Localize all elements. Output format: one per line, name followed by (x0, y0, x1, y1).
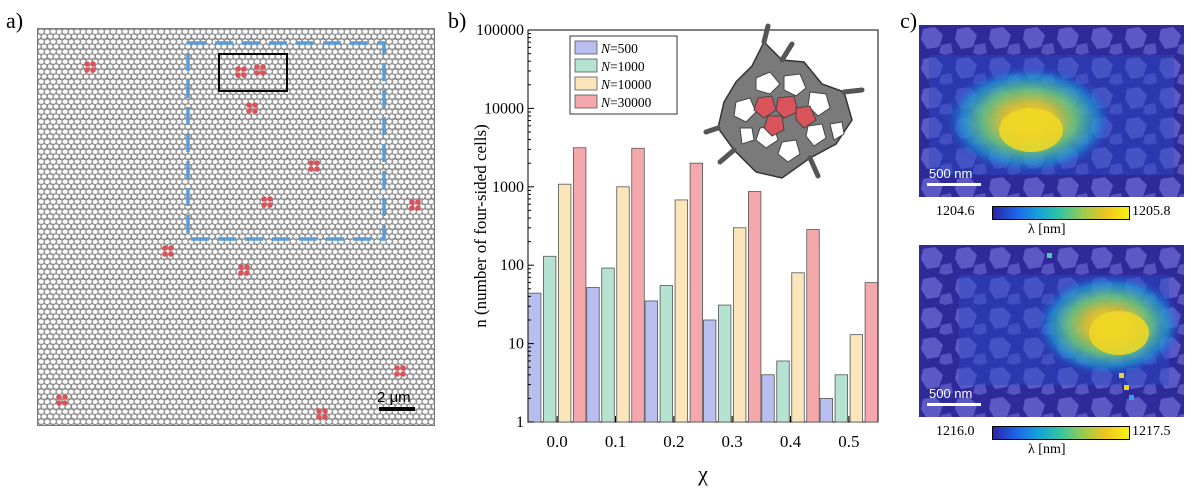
defect-cluster (254, 64, 266, 76)
bar-N-1000-0.5 (834, 374, 848, 423)
legend-swatch (574, 40, 598, 55)
mode-map-top: 500 nm (919, 25, 1184, 197)
y-tick-label: 1 (516, 414, 524, 431)
panel-label-a: a) (6, 8, 24, 33)
bar-chart-svg: 1 10 100 1000 10000 100000 0.0 0.1 0.2 0.3 0.4 0.5… (471, 22, 879, 486)
y-axis-label: n (number of four-sided cells) (471, 124, 490, 328)
x-axis-label: χ (697, 461, 708, 486)
bar-N-30000-0.1 (631, 147, 645, 423)
y-tick-label: 100000 (476, 22, 524, 39)
zoom-region-dashed-box (186, 41, 386, 241)
x-tick-label: 0.4 (780, 432, 802, 451)
mode-map-bottom: 500 nm (919, 245, 1184, 417)
bar-N-500-0.0 (528, 292, 542, 423)
bar-N-30000-0.2 (689, 162, 703, 423)
x-tick-label: 0.0 (547, 432, 568, 451)
bar-N-500-0.2 (644, 300, 658, 423)
panel-label-b: b) (448, 8, 467, 33)
legend: N=500 N=1000 N=10000 N=30000 (569, 35, 678, 115)
defect-cluster (162, 245, 174, 257)
bar-N-1000-0.1 (601, 267, 615, 423)
legend-entry: N=500 (600, 41, 638, 56)
cell-texture (38, 29, 434, 425)
y-tick-label: 10000 (484, 100, 524, 117)
bar-N-10000-0.2 (674, 199, 688, 423)
defect-cluster (308, 160, 320, 172)
scalebar-line (379, 407, 415, 411)
bar-N-10000-0.4 (791, 272, 805, 423)
defect-markers (56, 61, 421, 420)
defect-cluster (394, 365, 406, 377)
zoom-region-solid-box (218, 53, 288, 92)
bar-N-500-0.3 (703, 319, 717, 423)
colorbar-bottom (992, 426, 1130, 440)
defect-cluster (316, 408, 328, 420)
bar-N-500-0.1 (586, 287, 600, 423)
bar-N-10000-0.1 (616, 186, 630, 423)
bar-N-30000-0.0 (573, 147, 587, 423)
x-tick-label: 0.1 (605, 432, 626, 451)
defect-cluster (238, 264, 250, 276)
bar-N-1000-0.4 (776, 360, 790, 423)
bar-N-10000-0.0 (558, 183, 572, 423)
scalebar-label-bottom: 500 nm (929, 386, 972, 401)
scalebar-line-top (927, 183, 981, 186)
cell-pattern-svg: 2 μm (38, 29, 434, 425)
y-tick-label: 10 (508, 336, 524, 353)
defect-cluster (246, 102, 258, 114)
y-tick-label: 100 (500, 257, 524, 274)
scalebar-label: 2 μm (377, 389, 411, 406)
colorbar-bottom-unit: λ [nm] (1028, 442, 1066, 457)
x-tick-label: 0.5 (838, 432, 859, 451)
bar-N-500-0.5 (819, 397, 833, 423)
bar-N-10000-0.5 (849, 334, 863, 423)
cell-pattern-image: 2 μm (37, 28, 435, 426)
network-inset-illustration (703, 23, 865, 179)
defect-cluster (409, 199, 421, 211)
bar-N-1000-0.0 (543, 255, 557, 423)
defect-cluster (56, 394, 68, 406)
legend-swatch (574, 94, 598, 109)
bar-chart: 1 10 100 1000 10000 100000 0.0 0.1 0.2 0.3 0.4 0.5… (470, 18, 900, 498)
colorbar-bottom-max: 1217.5 (1132, 424, 1171, 439)
bar-N-1000-0.2 (659, 285, 673, 423)
y-tick-label: 1000 (492, 179, 524, 196)
defect-cluster (261, 196, 273, 208)
bar-N-30000-0.3 (748, 191, 762, 423)
legend-entry: N=30000 (600, 95, 652, 110)
legend-entry: N=1000 (600, 59, 645, 74)
colorbar-top-unit: λ [nm] (1028, 222, 1066, 237)
colorbar-bottom-min: 1216.0 (936, 424, 975, 439)
bar-N-10000-0.3 (733, 227, 747, 423)
scalebar-label-top: 500 nm (929, 166, 972, 181)
defect-cluster (84, 61, 96, 73)
bar-N-30000-0.4 (806, 229, 820, 423)
colorbar-top-min: 1204.6 (936, 204, 975, 219)
scalebar-line-bottom (927, 403, 981, 406)
plot-frame (527, 29, 879, 423)
panel-label-c: c) (900, 8, 918, 33)
legend-entry: N=10000 (600, 77, 652, 92)
legend-swatch (574, 76, 598, 91)
x-tick-label: 0.3 (722, 432, 743, 451)
colorbar-top-max: 1205.8 (1132, 204, 1171, 219)
bar-N-30000-0.5 (864, 282, 878, 423)
bar-N-1000-0.3 (718, 304, 732, 423)
mode-map-top-svg: 500 nm (919, 25, 1184, 197)
x-tick-label: 0.2 (663, 432, 684, 451)
mode-map-bottom-svg: 500 nm (919, 245, 1184, 417)
bar-N-500-0.4 (761, 374, 775, 423)
legend-swatch (574, 58, 598, 73)
colorbar-top (992, 206, 1130, 220)
defect-cluster (235, 66, 247, 78)
